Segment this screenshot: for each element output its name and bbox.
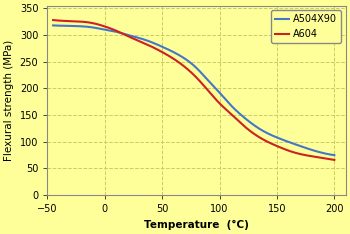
- Line: A504X90: A504X90: [53, 25, 334, 155]
- A604: [228, 112, 232, 114]
- A604: [256, 135, 260, 138]
- Line: A604: A604: [53, 20, 334, 160]
- A504X90: [85, 25, 89, 28]
- A504X90: [256, 126, 260, 129]
- A504X90: [51, 24, 55, 27]
- A604: [85, 21, 89, 24]
- A504X90: [143, 38, 147, 41]
- A504X90: [228, 103, 232, 106]
- A604: [51, 19, 55, 22]
- A604: [162, 52, 167, 55]
- X-axis label: Temperature  (°C): Temperature (°C): [144, 220, 249, 230]
- A604: [332, 158, 336, 161]
- A504X90: [332, 154, 336, 157]
- Y-axis label: Flexural strength (MPa): Flexural strength (MPa): [4, 40, 14, 161]
- A604: [143, 42, 147, 45]
- Legend: A504X90, A604: A504X90, A604: [271, 11, 341, 43]
- A504X90: [254, 125, 258, 128]
- A504X90: [162, 46, 167, 49]
- A604: [254, 134, 258, 137]
